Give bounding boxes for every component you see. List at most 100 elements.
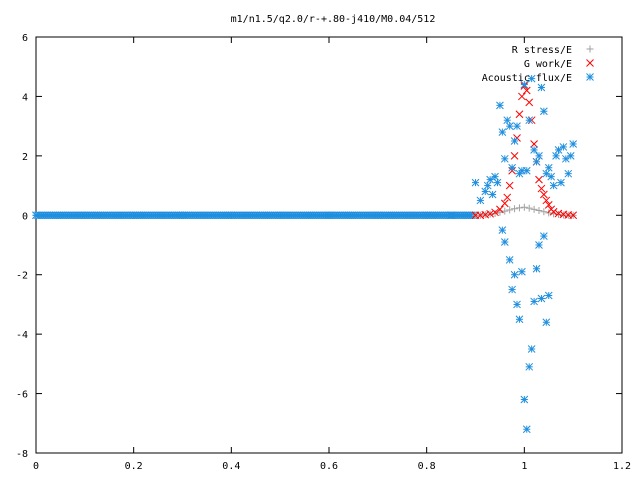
data-point bbox=[491, 208, 499, 217]
data-point bbox=[532, 157, 541, 166]
data-point bbox=[500, 199, 509, 208]
data-point bbox=[540, 190, 548, 199]
data-point bbox=[547, 172, 556, 181]
legend-marker bbox=[586, 59, 594, 67]
data-point bbox=[471, 178, 480, 187]
data-point bbox=[544, 291, 553, 300]
data-point bbox=[513, 300, 521, 309]
data-point bbox=[522, 166, 531, 175]
data-point bbox=[535, 152, 543, 160]
data-point bbox=[520, 203, 528, 211]
x-tick-label: 1 bbox=[521, 461, 527, 472]
data-point bbox=[515, 315, 524, 324]
data-point bbox=[530, 146, 538, 154]
series-layer bbox=[32, 74, 578, 434]
data-point bbox=[276, 211, 285, 220]
chart-title: m1/n1.5/q2.0/r-+.80-j410/M0.04/512 bbox=[231, 14, 436, 25]
series-acoustic-flux-e bbox=[32, 74, 578, 434]
data-point bbox=[510, 152, 519, 160]
data-point bbox=[503, 193, 512, 202]
data-point bbox=[515, 110, 524, 119]
y-tick-label: -4 bbox=[16, 330, 28, 341]
data-point bbox=[569, 211, 578, 220]
data-point bbox=[566, 152, 575, 160]
data-point bbox=[493, 178, 502, 187]
data-point bbox=[486, 209, 495, 218]
data-point bbox=[506, 206, 514, 214]
data-point bbox=[520, 80, 529, 89]
data-point bbox=[545, 209, 553, 217]
data-point bbox=[505, 256, 514, 264]
data-point bbox=[537, 83, 546, 92]
data-point bbox=[537, 294, 546, 303]
data-point bbox=[505, 122, 514, 130]
plot-frame bbox=[35, 36, 623, 454]
data-point bbox=[557, 178, 565, 187]
data-point bbox=[549, 181, 558, 190]
data-point bbox=[542, 318, 551, 327]
data-point bbox=[525, 362, 534, 371]
data-point bbox=[481, 187, 490, 196]
data-point bbox=[508, 163, 516, 172]
data-point bbox=[535, 241, 543, 249]
y-axis: -8 -6 -4 -2 0 2 4 6 bbox=[16, 33, 622, 460]
data-point bbox=[542, 169, 551, 178]
data-point bbox=[496, 205, 504, 214]
data-point bbox=[552, 152, 560, 160]
data-point bbox=[447, 211, 455, 220]
data-point bbox=[373, 211, 382, 220]
data-point bbox=[535, 175, 543, 184]
data-point bbox=[488, 190, 497, 199]
data-point bbox=[510, 270, 519, 279]
legend-label: G work/E bbox=[524, 59, 572, 70]
data-point bbox=[178, 211, 187, 220]
data-point bbox=[542, 196, 551, 205]
data-point bbox=[491, 210, 499, 218]
data-point bbox=[520, 395, 529, 404]
data-point bbox=[530, 297, 538, 306]
data-point bbox=[80, 211, 89, 220]
x-tick-label: 0.4 bbox=[222, 461, 240, 472]
data-point bbox=[525, 98, 534, 107]
data-point bbox=[530, 140, 538, 148]
y-tick-label: 0 bbox=[22, 211, 28, 222]
data-point bbox=[508, 285, 516, 294]
data-point bbox=[486, 175, 495, 184]
data-point bbox=[537, 184, 546, 193]
data-point bbox=[549, 207, 558, 216]
data-point bbox=[515, 204, 523, 212]
data-point bbox=[510, 137, 519, 145]
x-tick-label: 0.8 bbox=[418, 461, 436, 472]
data-point bbox=[540, 232, 548, 240]
legend: R stress/E G work/E Acoustic flux/E bbox=[482, 45, 594, 84]
data-point bbox=[501, 207, 509, 215]
data-point bbox=[422, 211, 431, 220]
data-point bbox=[527, 345, 536, 353]
series-r-stress-e bbox=[472, 203, 577, 219]
data-point bbox=[522, 425, 531, 434]
data-point bbox=[535, 207, 543, 215]
data-point bbox=[527, 74, 536, 83]
legend-marker bbox=[586, 45, 594, 53]
y-tick-label: -2 bbox=[16, 271, 28, 282]
data-point bbox=[503, 116, 512, 125]
y-tick-label: 2 bbox=[22, 152, 28, 163]
data-point bbox=[129, 211, 138, 220]
data-point bbox=[569, 140, 578, 148]
data-point bbox=[530, 205, 538, 213]
acoustic-flux-baseline bbox=[32, 211, 478, 220]
data-point bbox=[496, 101, 504, 110]
series-g-work-e bbox=[471, 82, 578, 220]
data-point bbox=[476, 196, 485, 205]
data-point bbox=[505, 181, 514, 190]
y-tick-label: -8 bbox=[16, 449, 28, 460]
data-point bbox=[532, 264, 541, 273]
y-tick-label: -6 bbox=[16, 390, 28, 401]
data-point bbox=[540, 208, 548, 216]
data-point bbox=[518, 267, 526, 276]
data-point bbox=[513, 122, 521, 130]
x-tick-label: 1.2 bbox=[613, 461, 631, 472]
x-tick-label: 0.6 bbox=[320, 461, 338, 472]
data-point bbox=[544, 201, 553, 209]
